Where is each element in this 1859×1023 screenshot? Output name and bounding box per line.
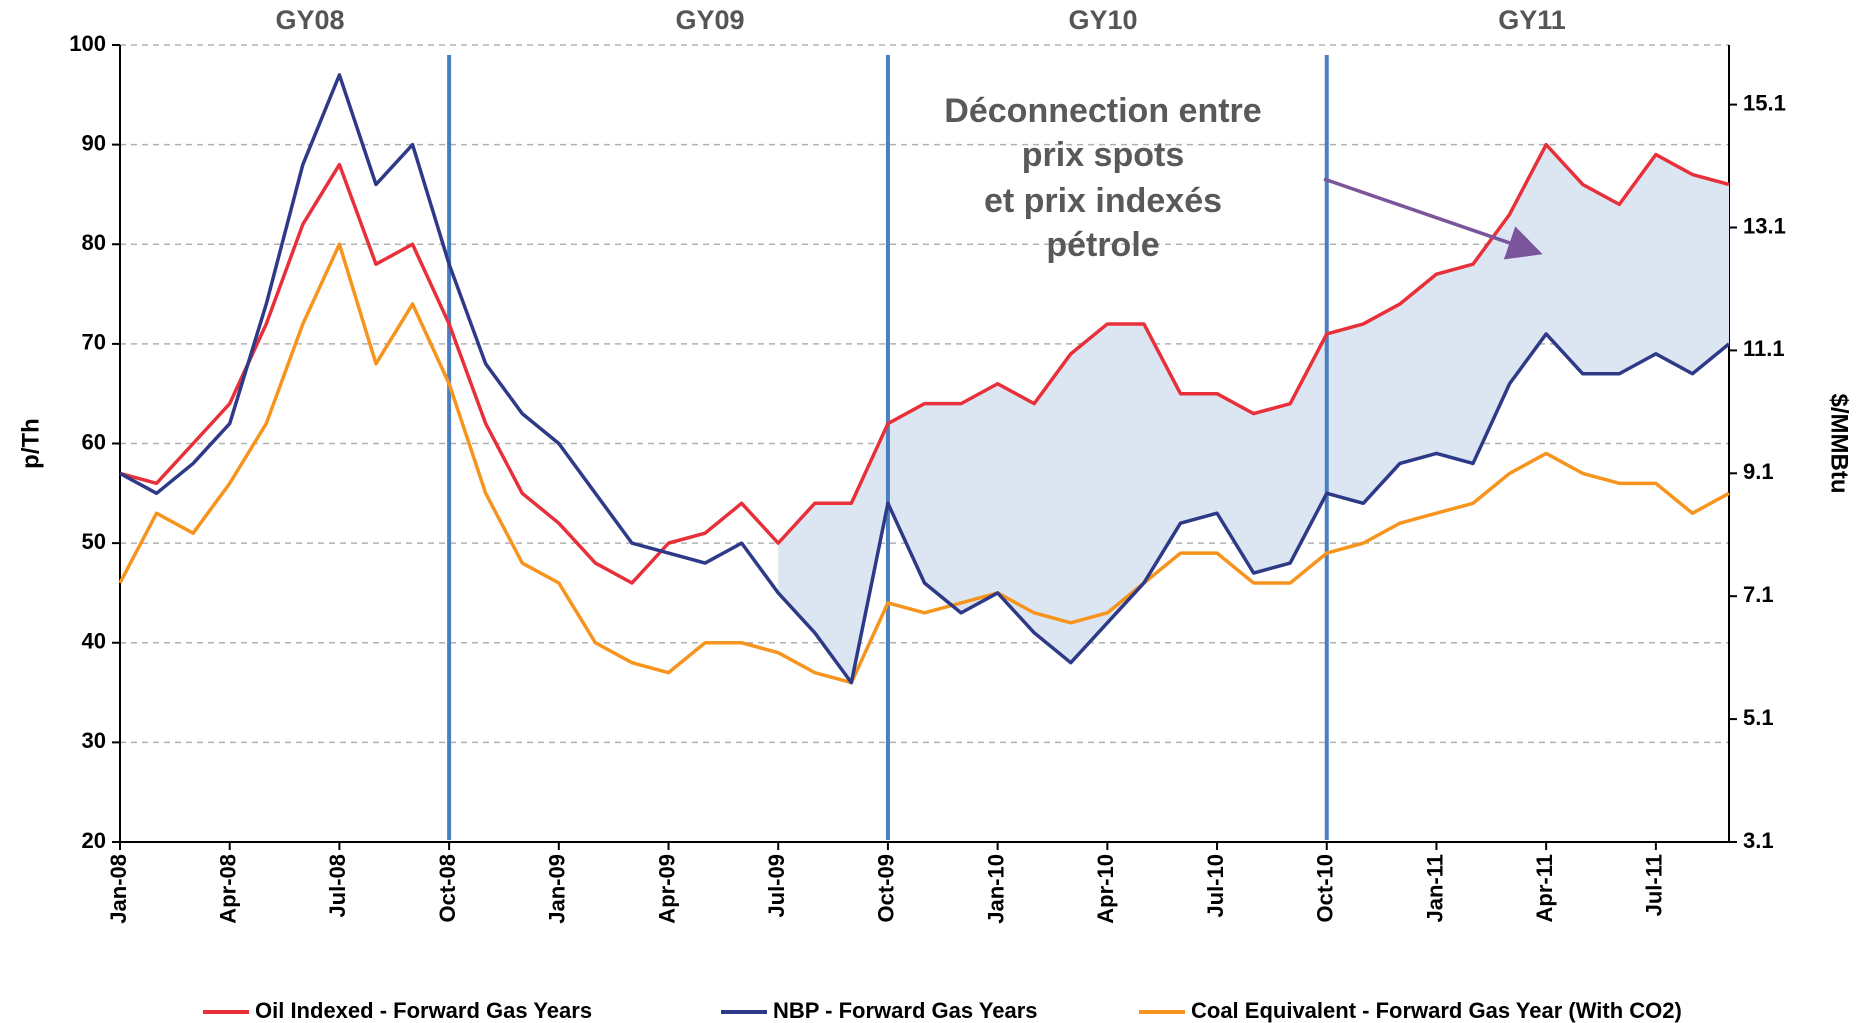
- x-tick-label: Jan-08: [106, 854, 131, 924]
- x-tick-label: Jul-08: [325, 854, 350, 918]
- x-tick-label: Apr-08: [216, 854, 241, 924]
- x-tick-label: Apr-10: [1093, 854, 1118, 924]
- legend-label: NBP - Forward Gas Years: [773, 998, 1038, 1023]
- x-tick-label: Jul-10: [1203, 854, 1228, 918]
- x-tick-label: Apr-09: [654, 854, 679, 924]
- y-tick-label: 30: [82, 728, 106, 753]
- x-tick-label: Jan-11: [1422, 854, 1447, 923]
- x-tick-label: Apr-11: [1532, 854, 1557, 922]
- annotation-arrow: [1323, 177, 1543, 260]
- y2-tick-label: 7.1: [1743, 582, 1774, 607]
- x-tick-label: Oct-08: [435, 854, 460, 922]
- y2-tick-label: 15.1: [1743, 90, 1786, 115]
- x-tick-label: Jan-09: [545, 854, 570, 924]
- x-tick-label: Jul-11: [1642, 854, 1667, 916]
- period-label: GY10: [1068, 5, 1137, 35]
- y-tick-label: 20: [82, 828, 106, 853]
- y2-tick-label: 5.1: [1743, 705, 1774, 730]
- annotation: prix spots: [1022, 136, 1184, 174]
- series-line: [119, 142, 1730, 585]
- y2-tick-label: 9.1: [1743, 459, 1774, 484]
- annotation: et prix indexés: [984, 182, 1222, 220]
- y2-tick-label: 13.1: [1743, 213, 1786, 238]
- y-axis-title: p/Th: [17, 418, 44, 469]
- y-tick-label: 40: [82, 629, 106, 654]
- series-line: [119, 73, 1731, 685]
- y-tick-label: 90: [82, 130, 106, 155]
- y-tick-label: 100: [69, 31, 106, 56]
- y-tick-label: 80: [82, 230, 106, 255]
- legend-label: Coal Equivalent - Forward Gas Year (With…: [1191, 998, 1682, 1023]
- y-tick-label: 50: [82, 529, 106, 554]
- legend-label: Oil Indexed - Forward Gas Years: [255, 998, 592, 1023]
- y-tick-label: 70: [82, 330, 106, 355]
- y2-tick-label: 11.1: [1743, 336, 1785, 361]
- annotation: Déconnection entre: [944, 92, 1261, 130]
- y2-tick-label: 3.1: [1743, 828, 1774, 853]
- x-tick-label: Jan-10: [983, 854, 1008, 924]
- x-tick-label: Jul-09: [764, 854, 789, 918]
- period-label: GY11: [1498, 5, 1566, 35]
- period-label: GY09: [675, 5, 744, 35]
- series-line: [118, 242, 1730, 685]
- annotation: pétrole: [1046, 226, 1159, 264]
- y-tick-label: 60: [82, 429, 106, 454]
- y2-axis-title: $/MMBtu: [1826, 394, 1853, 494]
- period-label: GY08: [275, 5, 344, 35]
- x-tick-label: Oct-09: [874, 854, 899, 922]
- x-tick-label: Oct-10: [1313, 854, 1338, 922]
